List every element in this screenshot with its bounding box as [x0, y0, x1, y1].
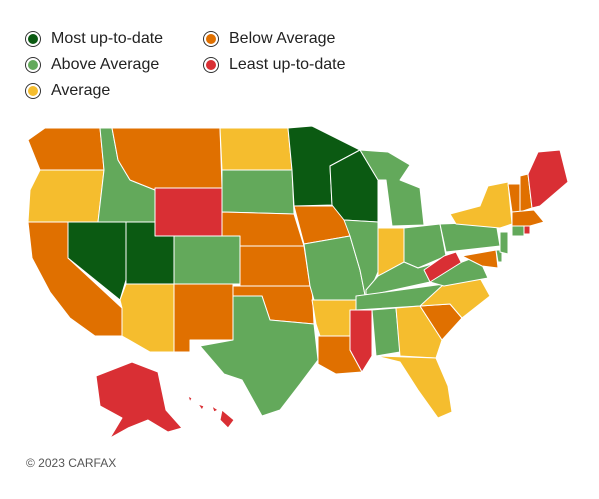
state-nm — [173, 283, 234, 353]
state-ks — [239, 245, 311, 287]
state-fl — [375, 355, 453, 419]
legend-label-below: Below Average — [229, 30, 336, 47]
legend-item-most: Most up-to-date — [26, 30, 163, 48]
state-tx — [199, 295, 319, 417]
state-md — [461, 249, 499, 269]
state-az — [119, 283, 175, 353]
state-hi — [187, 395, 235, 429]
state-al — [371, 307, 401, 357]
legend-swatch-average — [26, 84, 40, 98]
state-sd — [221, 169, 295, 215]
state-co — [173, 235, 241, 285]
legend-item-above: Above Average — [26, 56, 159, 74]
legend-swatch-least — [204, 58, 218, 72]
state-wy — [154, 187, 223, 237]
state-va — [429, 255, 489, 287]
legend-label-most: Most up-to-date — [51, 30, 164, 47]
legend-label-least: Least up-to-date — [229, 56, 346, 73]
state-me — [527, 149, 569, 209]
state-wa — [27, 127, 105, 171]
state-oh — [403, 223, 447, 269]
legend-swatch-most — [26, 32, 40, 46]
legend-item-average: Average — [26, 82, 110, 100]
legend-item-least: Least up-to-date — [204, 56, 346, 74]
legend-label-average: Average — [51, 82, 111, 99]
state-nd — [219, 127, 293, 171]
state-ga — [395, 305, 443, 359]
legend-label-above: Above Average — [51, 56, 160, 73]
state-ms — [349, 309, 373, 373]
state-mi — [359, 149, 425, 227]
state-ct — [511, 225, 525, 237]
legend-swatch-above — [26, 58, 40, 72]
state-ma — [511, 209, 545, 227]
legend-item-below: Below Average — [204, 30, 335, 48]
state-ak — [95, 361, 183, 439]
state-or — [27, 169, 105, 223]
state-nj — [499, 231, 509, 255]
copyright-notice: © 2023 CARFAX — [26, 456, 117, 470]
state-ar — [311, 299, 357, 337]
legend: Most up-to-date Above Average Average Be… — [26, 28, 386, 108]
state-ny — [449, 181, 513, 229]
state-ri — [523, 225, 531, 235]
legend-swatch-below — [204, 32, 218, 46]
